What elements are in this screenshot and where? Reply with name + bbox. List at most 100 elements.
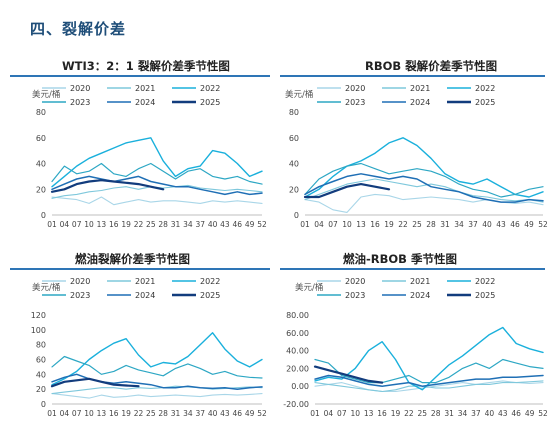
- x-tick-label: 40: [482, 220, 492, 229]
- legend-label: 2020: [70, 84, 90, 93]
- y-tick-label: 20: [36, 385, 46, 394]
- y-tick-label: 80: [36, 108, 46, 117]
- legend-item-2022: 2022: [447, 84, 495, 93]
- legend-label: 2024: [410, 291, 430, 300]
- x-tick-label: 52: [538, 220, 548, 229]
- x-tick-label: 37: [468, 220, 478, 229]
- legend-label: 2021: [135, 84, 155, 93]
- x-tick-label: 01: [300, 220, 310, 229]
- legend-item-2022: 2022: [447, 277, 495, 286]
- x-tick-label: 43: [220, 220, 230, 229]
- y-tick-label: 40: [289, 160, 299, 169]
- y-tick-label: 60.00: [286, 329, 309, 338]
- x-tick-label: 10: [84, 220, 94, 229]
- legend-label: 2023: [345, 98, 365, 107]
- y-tick-label: -20.00: [283, 400, 309, 409]
- series-line-2021: [51, 385, 263, 395]
- series-line-2021: [304, 178, 544, 203]
- legend-item-2021: 2021: [107, 84, 155, 93]
- legend-label: 2024: [135, 291, 155, 300]
- legend-label: 2025: [200, 291, 220, 300]
- chart-title: 燃油-RBOB 季节性图: [343, 252, 457, 266]
- x-tick-label: 52: [257, 409, 267, 418]
- x-tick-label: 49: [245, 220, 255, 229]
- legend-label: 2022: [200, 277, 220, 286]
- series-line-2024: [304, 173, 544, 203]
- chart-title: WTI3：2：1 裂解价差季节性图: [62, 59, 230, 73]
- y-tick-label: 120: [31, 311, 46, 320]
- x-tick-label: 31: [171, 409, 181, 418]
- legend-item-2020: 2020: [317, 84, 365, 93]
- unit-label: 美元/桶: [32, 89, 60, 100]
- x-tick-label: 49: [245, 409, 255, 418]
- x-tick-label: 37: [471, 409, 481, 418]
- x-tick-label: 25: [146, 220, 156, 229]
- x-tick-label: 13: [356, 220, 366, 229]
- legend-item-2024: 2024: [382, 291, 430, 300]
- title-underline: [280, 75, 545, 77]
- x-tick-label: 22: [404, 409, 414, 418]
- unit-label: 美元/桶: [32, 282, 60, 293]
- x-tick-label: 37: [195, 409, 205, 418]
- legend-label: 2021: [410, 84, 430, 93]
- x-tick-label: 04: [60, 220, 70, 229]
- series-line-2023: [314, 358, 544, 384]
- legend-label: 2024: [135, 98, 155, 107]
- x-tick-label: 22: [134, 409, 144, 418]
- unit-label: 美元/桶: [295, 282, 323, 293]
- y-tick-label: 40: [36, 160, 46, 169]
- y-tick-label: 60: [36, 134, 46, 143]
- chart-svg: 美元/桶 2020 2021 2022 2023 2024 2025 0 20 40 60 80 01 0…: [285, 84, 548, 229]
- legend-item-2022: 2022: [172, 84, 220, 93]
- legend-label: 2023: [70, 291, 90, 300]
- y-tick-label: 80: [289, 108, 299, 117]
- x-tick-label: 43: [220, 409, 230, 418]
- x-tick-label: 01: [47, 220, 57, 229]
- x-tick-label: 16: [370, 220, 380, 229]
- x-tick-label: 16: [377, 409, 387, 418]
- x-tick-label: 10: [342, 220, 352, 229]
- chart-title: RBOB 裂解价差季节性图: [365, 59, 498, 73]
- x-tick-label: 04: [324, 409, 334, 418]
- x-tick-label: 49: [525, 409, 535, 418]
- y-tick-label: 100: [31, 326, 46, 335]
- legend-label: 2025: [200, 98, 220, 107]
- section-title: 四、裂解价差: [30, 20, 127, 38]
- series-line-2020: [51, 393, 263, 399]
- legend-label: 2020: [345, 277, 365, 286]
- series-line-2023: [304, 162, 544, 198]
- x-tick-label: 40: [485, 409, 495, 418]
- x-tick-label: 43: [496, 220, 506, 229]
- chart-svg: 美元/桶 2020 2021 2022 2023 2024 2025 -20.00 0.00 20…: [283, 277, 548, 418]
- x-tick-label: 07: [72, 409, 82, 418]
- series-line-2022: [304, 137, 544, 198]
- x-tick-label: 46: [233, 220, 243, 229]
- x-tick-label: 01: [47, 409, 57, 418]
- x-tick-label: 07: [337, 409, 347, 418]
- y-tick-label: 20: [36, 185, 46, 194]
- series-line-2025: [50, 377, 140, 388]
- x-tick-label: 34: [454, 220, 464, 229]
- y-tick-label: 60: [289, 134, 299, 143]
- x-tick-label: 22: [134, 220, 144, 229]
- chart-panel-1: WTI3：2：1 裂解价差季节性图 美元/桶 2020 2021 2022 2023 202…: [0, 55, 275, 233]
- x-tick-label: 28: [426, 220, 436, 229]
- series-line-2024: [51, 373, 263, 390]
- title-underline: [10, 75, 270, 77]
- legend-item-2025: 2025: [447, 291, 495, 300]
- legend-label: 2022: [475, 277, 495, 286]
- legend-label: 2024: [410, 98, 430, 107]
- legend-item-2021: 2021: [107, 277, 155, 286]
- legend-label: 2021: [410, 277, 430, 286]
- legend-label: 2022: [475, 84, 495, 93]
- legend-label: 2020: [70, 277, 90, 286]
- legend-label: 2025: [475, 98, 495, 107]
- legend-item-2024: 2024: [382, 98, 430, 107]
- x-tick-label: 40: [208, 220, 218, 229]
- series-line-2025: [313, 365, 384, 384]
- series-line-2020: [304, 193, 544, 213]
- y-tick-label: 40: [36, 370, 46, 379]
- x-tick-label: 19: [391, 409, 401, 418]
- legend-item-2023: 2023: [42, 98, 90, 107]
